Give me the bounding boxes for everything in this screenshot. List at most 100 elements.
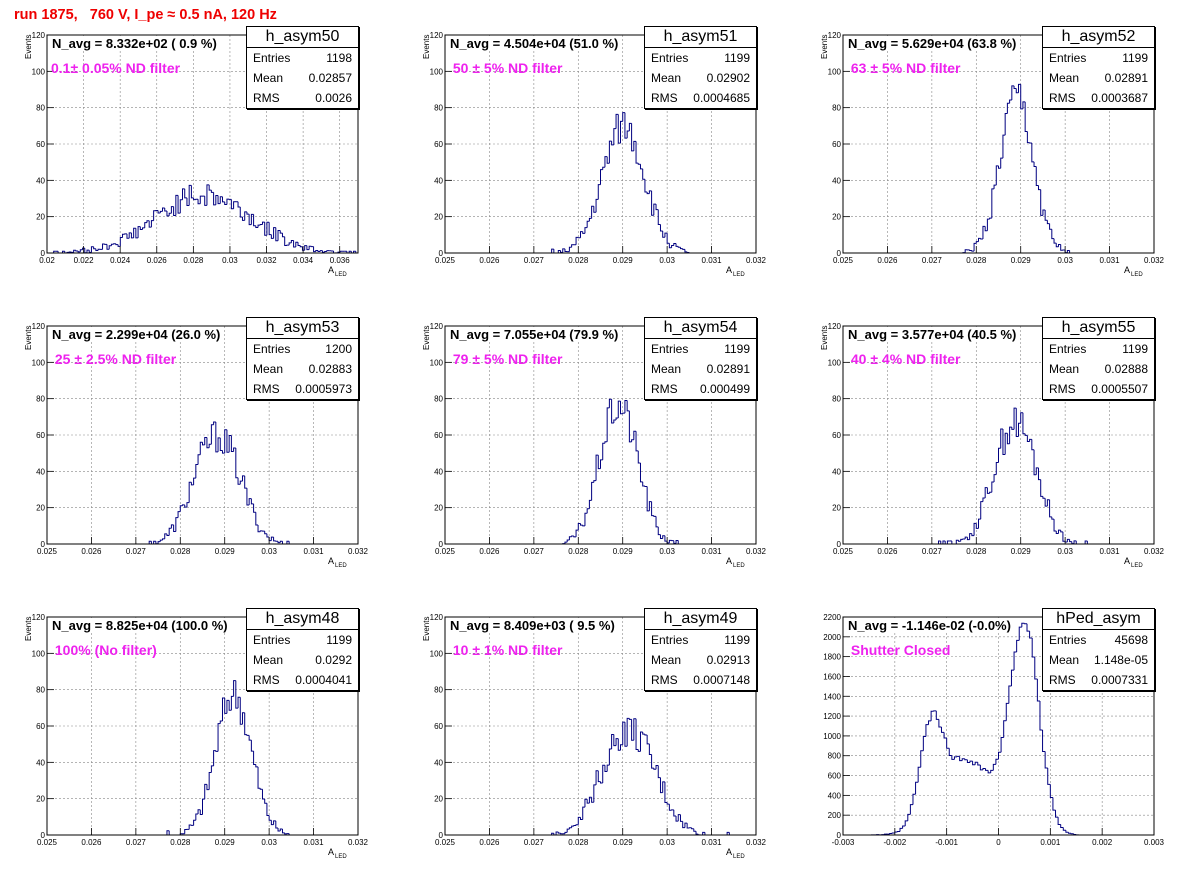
histogram-bin [142, 227, 145, 230]
histogram-bin [985, 768, 989, 771]
histogram-bin [235, 680, 239, 709]
histogram-bin [695, 831, 699, 835]
histogram-bin [1031, 638, 1035, 658]
histogram-bin [253, 214, 256, 227]
x-tick-label: 0.029 [613, 547, 634, 556]
histogram-bin [246, 211, 250, 215]
x-tick-label: 0.025 [37, 547, 58, 556]
stat-value: 1200 [325, 342, 352, 356]
histogram-bin [691, 827, 694, 830]
y-axis-title: Events [422, 326, 431, 350]
histogram-bin [148, 220, 152, 228]
histogram-bin [659, 224, 663, 232]
histogram-bin [244, 475, 247, 489]
histogram-bin [584, 512, 588, 526]
filter-label: 10 ± 1% ND filter [449, 642, 563, 658]
histogram-plot: -0.003 -0.002 -0.001 0 0.001 0.002 0.003 0 200 40… [823, 613, 1164, 847]
histogram-bin [255, 225, 259, 228]
histogram-bin [122, 233, 125, 238]
histogram-bin [157, 210, 161, 214]
histogram-bin [588, 499, 592, 509]
filter-label: 50 ± 5% ND filter [449, 60, 563, 76]
histogram-bin [633, 718, 637, 741]
stat-row-rms: RMS 0.0003687 [1043, 88, 1154, 108]
histogram-bin [93, 246, 96, 250]
histogram-bin [1034, 656, 1038, 680]
histogram-bin [1053, 519, 1057, 532]
histogram-bin [971, 533, 975, 537]
histogram-bin [566, 539, 570, 543]
histogram-bin [608, 398, 612, 408]
x-tick-label: 0.03 [659, 256, 675, 265]
histogram-bin [244, 211, 247, 221]
x-tick-label: 0.025 [435, 256, 456, 265]
histogram-bin [75, 250, 79, 252]
x-tick-label: 0.03 [1057, 547, 1073, 556]
histogram-bin [986, 218, 990, 231]
histogram-bin [275, 820, 279, 829]
x-axis-title-subscript: LED [335, 563, 347, 569]
histogram-bin [586, 508, 590, 514]
histogram-bin [925, 724, 929, 737]
histogram-bin [106, 244, 110, 250]
histogram-bin [175, 517, 179, 532]
y-tick-label: 40 [832, 176, 841, 185]
histogram-bin [571, 825, 574, 828]
stat-box: h_asym53 Entries 1200 Mean 0.02883 RMS 0.00059… [246, 317, 359, 400]
histogram-bin [626, 130, 630, 139]
histogram-bin [1051, 516, 1055, 520]
histogram-bin [268, 815, 272, 821]
histogram-plot: 0.025 0.026 0.027 0.028 0.029 0.03 0.031 0.032 0… [24, 613, 369, 860]
histogram-bin [1051, 229, 1055, 240]
histogram-bin [102, 243, 105, 250]
histogram-bin [210, 765, 214, 773]
histogram-bin [1044, 498, 1048, 507]
histogram-bin [989, 491, 992, 494]
histogram-bin [930, 710, 934, 721]
x-tick-label: 0.028 [183, 256, 204, 265]
histogram-bin [580, 231, 583, 238]
histogram-bin [686, 251, 690, 253]
x-axis-title: A [328, 265, 334, 275]
histogram-bin [235, 447, 239, 479]
stat-value: 1199 [1122, 51, 1148, 65]
histogram-bin [657, 209, 661, 225]
x-tick-label: 0.031 [304, 547, 325, 556]
stat-label: Mean [253, 71, 284, 85]
histogram-bin [608, 748, 612, 766]
histogram-bin [261, 789, 265, 800]
histogram-bin [702, 831, 705, 835]
histogram-bin [948, 748, 952, 757]
histogram-bin [666, 233, 670, 244]
histogram-bin [353, 250, 356, 253]
histogram-bin [648, 743, 652, 755]
histogram-bin [973, 522, 977, 536]
histogram-bin [175, 194, 179, 216]
histogram-bin [153, 210, 156, 221]
histogram-bin [113, 243, 116, 245]
histogram-bin [146, 220, 150, 223]
canvas-title: run 1875, 760 V, I_pe ≈ 0.5 nA, 120 Hz [14, 7, 277, 23]
histogram-bin [1002, 134, 1006, 159]
histogram-bin [1013, 85, 1017, 90]
histogram-bin [639, 164, 643, 170]
y-axis-title: Events [24, 326, 33, 350]
histogram-bin [646, 191, 650, 195]
x-tick-label: 0.03 [1057, 256, 1073, 265]
histogram-bin [319, 250, 323, 252]
y-tick-label: 1200 [823, 712, 841, 721]
histogram-bin [1060, 824, 1064, 829]
histogram-bin [1066, 249, 1070, 253]
histogram-bin [980, 238, 983, 240]
x-tick-label: 0.032 [746, 547, 767, 556]
stat-value: 0.02888 [1104, 362, 1148, 376]
stat-box: h_asym50 Entries 1198 Mean 0.02857 RMS 0.0026 [246, 26, 359, 109]
y-tick-label: 60 [832, 140, 841, 149]
histogram-bin [53, 250, 56, 253]
histogram-bin [173, 206, 176, 216]
x-tick-label: 0.029 [613, 838, 634, 847]
x-axis-title-subscript: LED [733, 563, 745, 569]
y-axis-title: Events [422, 35, 431, 59]
histogram-bin [602, 166, 605, 170]
histogram-bin [992, 763, 996, 771]
